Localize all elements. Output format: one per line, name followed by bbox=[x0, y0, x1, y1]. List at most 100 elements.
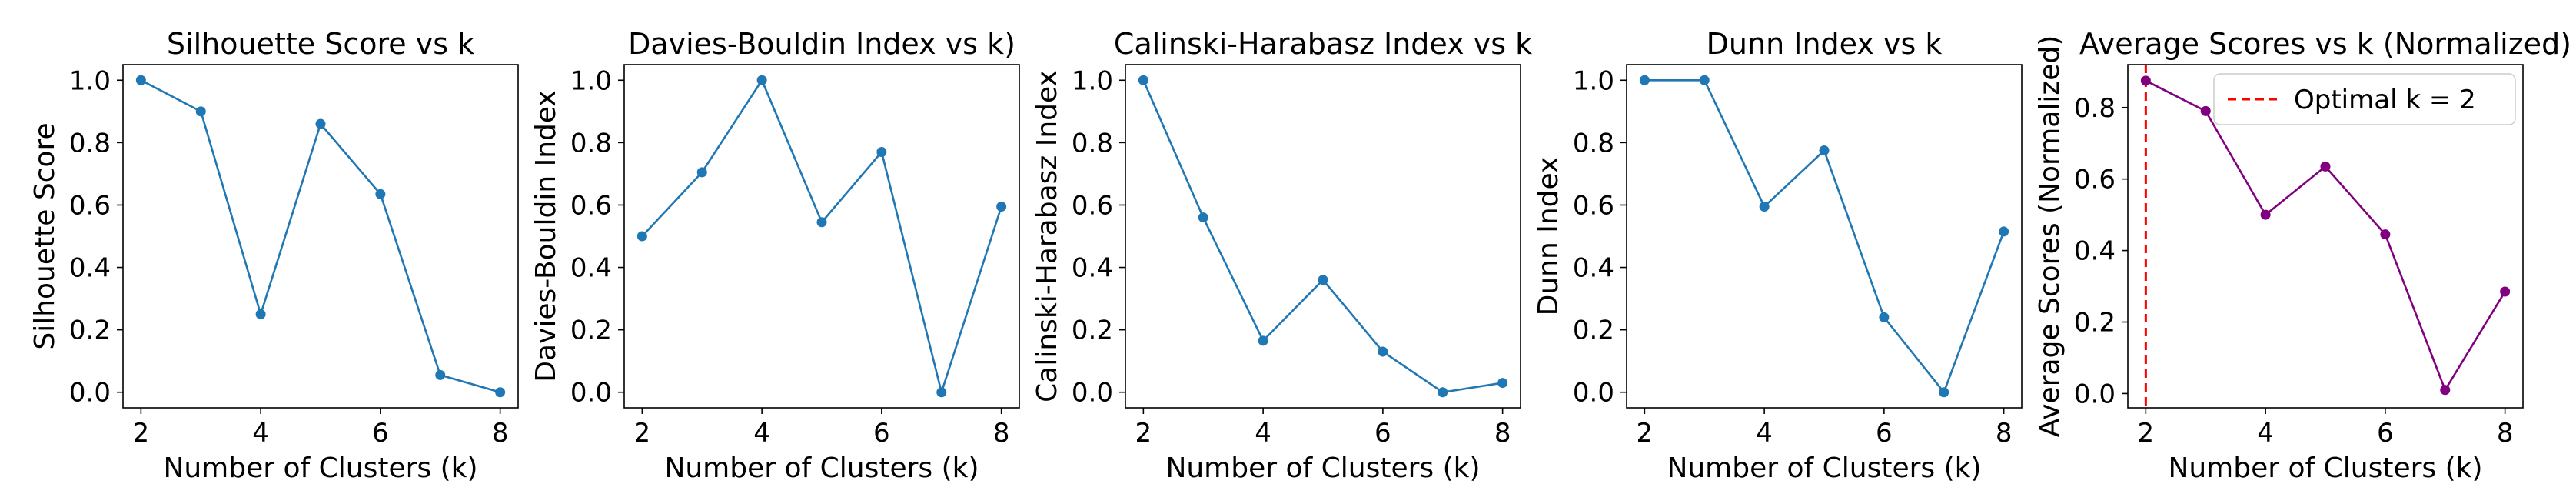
series-line bbox=[1142, 79, 1503, 394]
data-point bbox=[1939, 387, 1949, 398]
chart-panel-1: 2 4 6 8 0.0 0.2 0.4 0.6 0.8 1.0 Silhouette Score v… bbox=[29, 27, 519, 484]
x-tick-label: 6 bbox=[1374, 418, 1391, 449]
y-tick-label: 0.6 bbox=[2074, 165, 2116, 195]
y-tick-label: 0.8 bbox=[69, 128, 111, 159]
y-tick-label: 0.2 bbox=[1072, 315, 1113, 346]
data-point bbox=[315, 118, 326, 129]
x-tick-label: 4 bbox=[2257, 418, 2274, 449]
x-axis-label: Number of Clusters (k) bbox=[1667, 452, 1981, 484]
y-tick-label: 0.0 bbox=[2074, 379, 2116, 409]
x-tick-label: 4 bbox=[753, 418, 770, 449]
chart-panel-3: 2 4 6 80.00.20.40.60.81.0Calinski-Harabasz … bbox=[1032, 27, 1532, 484]
x-tick-label: 2 bbox=[1135, 418, 1152, 449]
legend-box bbox=[2213, 73, 2516, 125]
y-tick-label: 0.8 bbox=[2074, 93, 2116, 124]
data-point bbox=[435, 369, 446, 380]
y-tick-label: 0.2 bbox=[69, 315, 111, 346]
chart-title: Silhouette Score vs k bbox=[167, 27, 474, 61]
series-line bbox=[1644, 78, 2005, 395]
x-tick-label: 8 bbox=[1494, 418, 1511, 449]
y-tick-label: 0.6 bbox=[570, 190, 612, 221]
y-axis-label: Average Scores (Normalized) bbox=[2034, 35, 2066, 438]
x-tick-label: 2 bbox=[1637, 418, 1654, 449]
data-point bbox=[255, 309, 266, 319]
y-tick-label: 0.6 bbox=[69, 190, 111, 221]
legend: Optimal k = 2 bbox=[2213, 73, 2516, 125]
data-point bbox=[876, 147, 887, 158]
y-tick-label: 0.8 bbox=[1573, 128, 1614, 159]
data-point bbox=[2140, 75, 2151, 86]
x-axis-label: Number of Clusters (k) bbox=[163, 452, 477, 484]
y-axis-label: Dunn Index bbox=[1533, 157, 1564, 316]
x-tick-label: 8 bbox=[1996, 418, 2013, 449]
y-tick-label: 0.6 bbox=[1573, 190, 1614, 221]
data-point bbox=[1639, 75, 1650, 85]
plot-frame bbox=[623, 64, 1020, 409]
chart-title: Davies-Bouldin Index vs k) bbox=[628, 27, 1015, 61]
y-tick-label: 0.2 bbox=[1573, 315, 1614, 346]
data-point bbox=[696, 167, 707, 178]
chart-title: Average Scores vs k (Normalized) bbox=[2079, 27, 2571, 61]
y-tick-label: 0.8 bbox=[1072, 128, 1113, 159]
data-point bbox=[1879, 312, 1890, 322]
x-tick-label: 4 bbox=[1255, 418, 1271, 449]
data-point bbox=[1258, 335, 1268, 346]
y-tick-label: 0.4 bbox=[570, 253, 612, 284]
legend-label: Optimal k = 2 bbox=[2294, 85, 2476, 115]
y-tick-label: 0.4 bbox=[1072, 253, 1113, 284]
y-tick-label: 0.0 bbox=[1573, 378, 1614, 409]
data-point bbox=[756, 75, 767, 85]
plot-frame bbox=[1125, 64, 1521, 409]
plot-frame bbox=[122, 64, 519, 409]
y-tick-label: 1.0 bbox=[1072, 65, 1113, 96]
data-point bbox=[2320, 161, 2331, 172]
data-point bbox=[2260, 209, 2271, 220]
x-axis-label: Number of Clusters (k) bbox=[664, 452, 979, 484]
plot-frame bbox=[2127, 64, 2524, 409]
x-axis-label: Number of Clusters (k) bbox=[1165, 452, 1480, 484]
x-tick-label: 2 bbox=[634, 418, 651, 449]
data-point bbox=[1699, 75, 1710, 85]
x-tick-label: 8 bbox=[993, 418, 1010, 449]
x-axis-label: Number of Clusters (k) bbox=[2168, 452, 2482, 484]
y-tick-label: 0.0 bbox=[69, 378, 111, 409]
series-line bbox=[641, 78, 1002, 396]
data-point bbox=[1759, 201, 1770, 212]
y-tick-label: 0.0 bbox=[570, 378, 612, 409]
chart-title: Dunn Index vs k bbox=[1707, 27, 1943, 61]
x-tick-label: 6 bbox=[873, 418, 890, 449]
y-tick-label: 1.0 bbox=[570, 65, 612, 96]
x-tick-label: 2 bbox=[2138, 418, 2155, 449]
x-tick-label: 4 bbox=[1756, 418, 1773, 449]
x-tick-label: 8 bbox=[2497, 418, 2514, 449]
y-tick-label: 0.2 bbox=[2074, 308, 2116, 339]
y-axis-label: Silhouette Score bbox=[29, 122, 61, 349]
data-point bbox=[375, 189, 386, 199]
series-line bbox=[2145, 79, 2506, 392]
data-point bbox=[1819, 145, 1830, 155]
x-tick-label: 6 bbox=[2377, 418, 2394, 449]
data-point bbox=[1378, 346, 1388, 357]
data-point bbox=[1999, 226, 2009, 237]
x-tick-label: 6 bbox=[1876, 418, 1893, 449]
data-point bbox=[2440, 385, 2451, 396]
data-point bbox=[495, 387, 506, 398]
y-tick-label: 0.4 bbox=[2074, 236, 2116, 267]
data-point bbox=[637, 231, 647, 242]
data-point bbox=[1438, 387, 1448, 398]
y-tick-label: 0.2 bbox=[570, 315, 612, 346]
x-tick-label: 8 bbox=[492, 418, 509, 449]
y-tick-label: 1.0 bbox=[1573, 65, 1614, 96]
data-point bbox=[816, 217, 827, 228]
x-tick-label: 2 bbox=[133, 418, 150, 449]
chart-panel-4: 2 4 6 8 0.0 0.2 0.4 0.6 0.8 1.0 Dunn Index vs k Num… bbox=[1533, 27, 2023, 484]
data-point bbox=[2380, 229, 2391, 240]
data-point bbox=[936, 387, 947, 398]
x-tick-label: 4 bbox=[252, 418, 269, 449]
chart-title: Calinski-Harabasz Index vs k bbox=[1114, 27, 1532, 61]
data-point bbox=[135, 75, 146, 85]
data-point bbox=[2200, 105, 2211, 116]
y-axis-label: Davies-Bouldin Index bbox=[530, 90, 562, 382]
y-tick-label: 0.0 bbox=[1072, 378, 1113, 409]
